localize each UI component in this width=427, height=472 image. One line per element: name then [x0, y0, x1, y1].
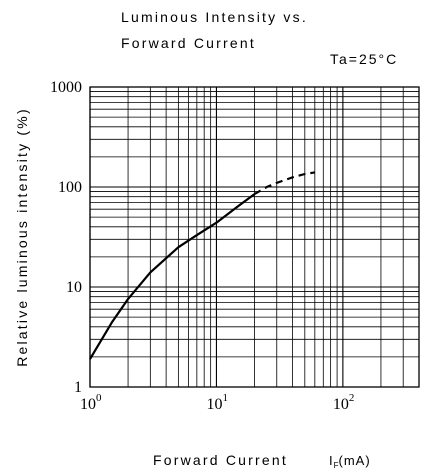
y-tick-label: 1000 — [50, 79, 82, 96]
series-layer — [89, 171, 315, 360]
series-line-solid — [89, 193, 256, 360]
y-axis-title: Relative luminous intensity (%) — [14, 107, 30, 367]
x-axis-title: Forward Current — [153, 452, 288, 468]
x-tick-base: 10 — [206, 396, 222, 413]
x-axis-unit: IF(mA) — [329, 453, 371, 470]
y-tick-label: 10 — [66, 279, 82, 296]
x-tick-base: 10 — [333, 396, 349, 413]
x-unit-text: (mA) — [339, 453, 371, 468]
y-tick-label: 1 — [74, 379, 82, 396]
grid — [89, 87, 420, 388]
y-tick-label: 100 — [58, 179, 82, 196]
x-tick-exponent: 0 — [96, 392, 102, 404]
x-unit-subscript: F — [334, 461, 339, 470]
condition-label: Ta=25°C — [330, 51, 398, 67]
x-tick-label: 100 — [80, 392, 102, 413]
x-tick-label: 102 — [333, 392, 355, 413]
series-line-dashed — [253, 171, 315, 196]
x-tick-base: 10 — [80, 396, 96, 413]
x-tick-label: 101 — [206, 392, 228, 413]
x-unit-symbol: I — [329, 453, 334, 468]
plot-frame — [89, 86, 420, 388]
x-tick-exponent: 1 — [222, 392, 228, 404]
x-tick-exponent: 2 — [349, 392, 355, 404]
chart-title-line-1: Luminous Intensity vs. — [121, 9, 308, 25]
chart-title-line-2: Forward Current — [121, 35, 256, 51]
